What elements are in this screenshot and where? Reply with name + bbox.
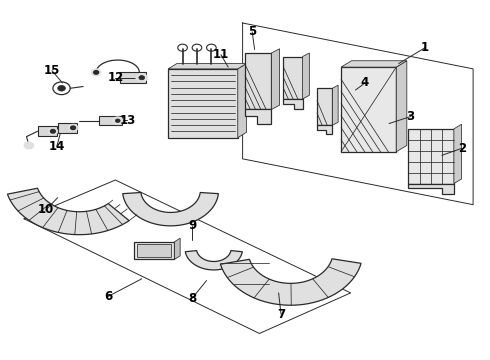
Polygon shape bbox=[220, 259, 361, 305]
Polygon shape bbox=[134, 242, 174, 259]
Circle shape bbox=[136, 73, 147, 82]
Polygon shape bbox=[271, 49, 280, 109]
Text: 4: 4 bbox=[361, 76, 369, 90]
Polygon shape bbox=[317, 125, 332, 134]
Polygon shape bbox=[408, 184, 454, 194]
Polygon shape bbox=[283, 57, 303, 99]
Circle shape bbox=[50, 130, 55, 133]
Polygon shape bbox=[396, 61, 407, 152]
Polygon shape bbox=[168, 64, 246, 69]
Text: 2: 2 bbox=[458, 142, 466, 155]
Circle shape bbox=[113, 117, 123, 125]
Polygon shape bbox=[137, 244, 171, 257]
Text: 1: 1 bbox=[421, 41, 429, 54]
Polygon shape bbox=[454, 124, 462, 184]
Circle shape bbox=[71, 126, 75, 130]
Polygon shape bbox=[38, 126, 57, 136]
Polygon shape bbox=[238, 64, 246, 138]
Circle shape bbox=[68, 124, 78, 131]
Circle shape bbox=[91, 69, 101, 76]
Text: 11: 11 bbox=[213, 48, 229, 61]
Text: 12: 12 bbox=[107, 71, 123, 84]
Circle shape bbox=[24, 142, 34, 149]
Polygon shape bbox=[303, 53, 309, 99]
Text: 3: 3 bbox=[407, 110, 415, 123]
Circle shape bbox=[94, 71, 98, 74]
Circle shape bbox=[58, 85, 65, 91]
Text: 8: 8 bbox=[188, 292, 196, 305]
Polygon shape bbox=[122, 193, 219, 226]
Text: 7: 7 bbox=[277, 307, 285, 320]
Text: 15: 15 bbox=[44, 64, 60, 77]
Polygon shape bbox=[168, 69, 238, 138]
Text: 13: 13 bbox=[119, 113, 135, 126]
Text: 6: 6 bbox=[104, 290, 112, 303]
Polygon shape bbox=[283, 99, 303, 109]
Polygon shape bbox=[341, 61, 407, 67]
Polygon shape bbox=[174, 238, 180, 259]
Polygon shape bbox=[245, 109, 271, 123]
Text: 5: 5 bbox=[248, 25, 256, 38]
Circle shape bbox=[115, 119, 120, 122]
Polygon shape bbox=[245, 53, 271, 109]
Polygon shape bbox=[120, 72, 146, 83]
Polygon shape bbox=[185, 251, 243, 270]
Text: 9: 9 bbox=[188, 219, 196, 232]
Text: 14: 14 bbox=[49, 140, 65, 153]
Polygon shape bbox=[7, 188, 129, 235]
Text: 10: 10 bbox=[38, 203, 54, 216]
Polygon shape bbox=[341, 67, 396, 152]
Circle shape bbox=[139, 76, 145, 80]
Polygon shape bbox=[58, 123, 77, 133]
Circle shape bbox=[48, 128, 58, 135]
Polygon shape bbox=[408, 129, 454, 184]
Polygon shape bbox=[98, 116, 122, 125]
Polygon shape bbox=[317, 88, 332, 125]
Polygon shape bbox=[332, 85, 338, 125]
